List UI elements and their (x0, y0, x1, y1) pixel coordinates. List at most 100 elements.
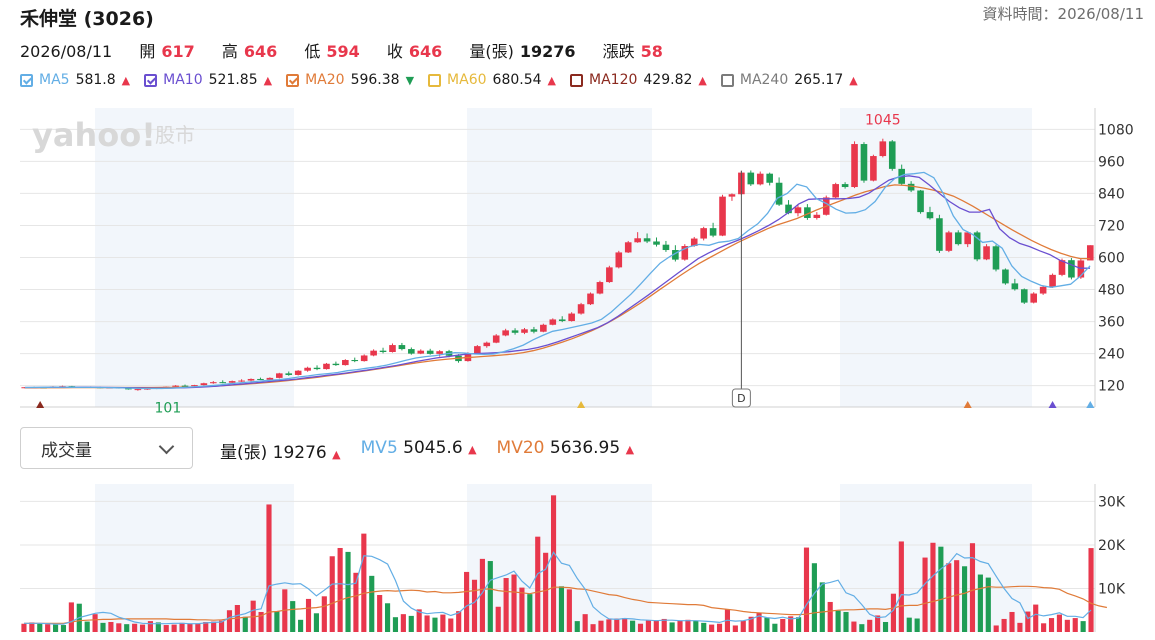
candle-body (1049, 274, 1056, 287)
candle-body (1002, 269, 1009, 284)
checkbox-icon[interactable] (720, 73, 734, 87)
volume-bar (653, 620, 659, 632)
volume-bar (53, 624, 59, 632)
volume-bar (598, 620, 604, 632)
volume-bar (630, 620, 636, 632)
candle-body (794, 207, 802, 214)
candle-body (992, 246, 1000, 270)
volume-bar (938, 546, 944, 632)
candle-body (568, 313, 575, 322)
candle (756, 171, 764, 186)
candle (1049, 273, 1056, 288)
watermark-section: 股市 (155, 123, 195, 147)
candle-body (577, 304, 585, 314)
volume-bar (535, 536, 541, 632)
volume-bar (1001, 618, 1007, 632)
volume-bar (701, 622, 707, 632)
candle-body (266, 377, 274, 380)
ma-legend-ma5[interactable]: MA5 581.8 ▲ (20, 72, 130, 88)
y-tick-label: 120 (1098, 379, 1125, 395)
ma10-line (25, 175, 1090, 389)
volume-bar (772, 623, 778, 632)
volume-bar (432, 617, 438, 632)
arrow-up-icon: ▲ (698, 73, 707, 87)
volume-bar (274, 611, 280, 632)
y-tick-label: 840 (1098, 186, 1125, 202)
quote-high: 高 646 (221, 42, 278, 61)
volume-bar (835, 610, 841, 632)
candle-body (804, 207, 811, 218)
candle-body (756, 173, 764, 185)
volume-bar (29, 622, 35, 632)
volume-bar (550, 495, 557, 632)
volume-bar (1088, 548, 1094, 632)
candle-body (785, 204, 792, 214)
checkbox-icon[interactable] (286, 73, 300, 87)
ma-legend-ma120[interactable]: MA120 429.82 ▲ (570, 72, 707, 88)
event-marker[interactable] (1086, 401, 1095, 408)
volume-bar (969, 543, 976, 632)
candle-body (511, 330, 519, 333)
volume-bar (930, 542, 936, 632)
event-marker[interactable] (36, 401, 45, 408)
checkbox-icon[interactable] (20, 73, 33, 87)
ma-legend-ma240[interactable]: MA240 265.17 ▲ (720, 72, 858, 88)
price-chart[interactable]: yahoo! 股市 1080 960 840 720 600 480 360 240 120 D… (0, 100, 1155, 420)
event-marker[interactable] (963, 401, 972, 408)
checkbox-icon[interactable] (570, 73, 583, 87)
candle-body (276, 373, 283, 378)
volume-bar (21, 623, 27, 632)
ma-legend: MA5 581.8 ▲ MA10 521.85 ▲ MA20 596.38 ▼ MA60 68… (20, 72, 858, 88)
volume-bar (60, 625, 67, 632)
volume-bar (211, 621, 217, 632)
event-marker[interactable] (577, 401, 586, 408)
indicator-select[interactable]: 成交量 (20, 427, 193, 469)
candle-body (624, 242, 632, 253)
volume-bar (203, 621, 209, 632)
ma5-line (24, 171, 1091, 390)
candle (936, 214, 943, 253)
volume-bar (266, 504, 272, 632)
candle (323, 362, 330, 370)
candle-body (219, 382, 227, 384)
volume-bar (195, 623, 201, 632)
candle-body (181, 385, 189, 387)
volume-bar (448, 618, 454, 632)
volume-bar (914, 618, 920, 632)
candle (681, 244, 689, 261)
candle-body (530, 329, 538, 332)
volume-bar (92, 614, 98, 632)
volume-bar (993, 625, 999, 632)
volume-bar (1064, 619, 1070, 632)
candle (379, 347, 387, 354)
arrow-up-icon: ▲ (263, 73, 273, 87)
candle-body (841, 184, 849, 188)
candle (888, 140, 896, 171)
candle (219, 380, 227, 384)
candle-body (907, 183, 915, 191)
candle (521, 327, 528, 335)
y-tick-label: 1080 (1098, 122, 1134, 138)
ma-legend-ma10[interactable]: MA10 521.85 ▲ (144, 72, 272, 88)
checkbox-icon[interactable] (428, 73, 442, 87)
volume-bar (590, 624, 596, 632)
candle-body (1068, 260, 1075, 278)
ma-legend-ma60[interactable]: MA60 680.54 ▲ (428, 72, 556, 88)
volume-chart[interactable]: 30K 20K 10K (0, 480, 1155, 640)
volume-bar (487, 561, 493, 632)
candle-body (474, 346, 481, 354)
volume-bar (179, 622, 185, 632)
volume-bar (242, 616, 248, 632)
volume-bar (456, 611, 462, 632)
month-band (840, 484, 1032, 632)
marker-box[interactable] (731, 388, 751, 408)
candle-body (690, 238, 698, 247)
volume-bar (685, 619, 691, 632)
volume-bar (661, 618, 667, 632)
checkbox-icon[interactable] (144, 73, 158, 87)
candle-body (832, 184, 839, 198)
quote-date: 2026/08/11 (20, 42, 113, 61)
event-marker[interactable] (1048, 401, 1057, 408)
y-tick-label: 240 (1098, 347, 1125, 363)
ma-legend-ma20[interactable]: MA20 596.38 ▼ (286, 72, 414, 88)
